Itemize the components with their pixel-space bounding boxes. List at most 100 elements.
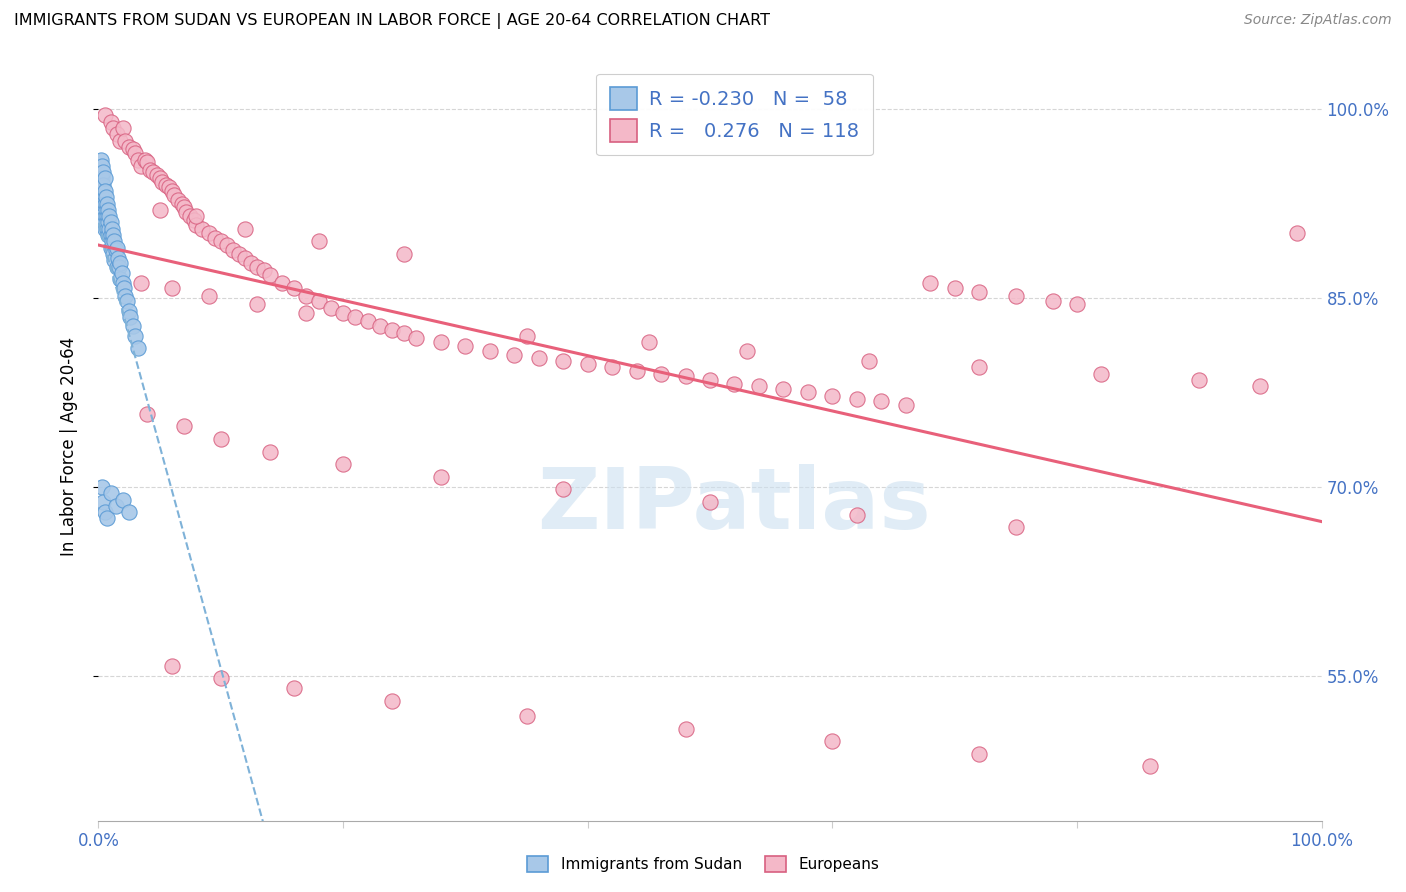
Text: IMMIGRANTS FROM SUDAN VS EUROPEAN IN LABOR FORCE | AGE 20-64 CORRELATION CHART: IMMIGRANTS FROM SUDAN VS EUROPEAN IN LAB…	[14, 13, 770, 29]
Point	[142, 165, 165, 179]
Point	[503, 348, 526, 362]
Point	[176, 205, 198, 219]
Point	[160, 281, 183, 295]
Point	[112, 281, 135, 295]
Point	[93, 108, 115, 122]
Point	[150, 175, 173, 189]
Point	[100, 241, 122, 255]
Point	[209, 235, 232, 249]
Point	[101, 235, 124, 249]
Point	[797, 385, 820, 400]
Point	[252, 263, 274, 277]
Point	[105, 260, 128, 274]
Point	[101, 221, 124, 235]
Point	[259, 268, 281, 283]
Point	[600, 360, 623, 375]
Point	[675, 369, 697, 384]
Point	[845, 392, 868, 406]
Point	[650, 367, 672, 381]
Point	[127, 342, 149, 356]
Point	[1004, 288, 1026, 302]
Point	[308, 235, 330, 249]
Point	[920, 276, 942, 290]
Point	[93, 221, 115, 235]
Point	[97, 228, 120, 243]
Point	[454, 339, 477, 353]
Point	[97, 215, 120, 229]
Point	[283, 281, 305, 295]
Point	[121, 143, 143, 157]
Point	[101, 121, 124, 136]
Point	[101, 247, 124, 261]
Point	[344, 310, 367, 324]
Point	[1188, 373, 1211, 387]
Point	[405, 331, 427, 345]
Text: Source: ZipAtlas.com: Source: ZipAtlas.com	[1244, 13, 1392, 28]
Point	[118, 140, 141, 154]
Point	[100, 215, 122, 229]
Point	[157, 180, 180, 194]
Point	[748, 379, 770, 393]
Point	[723, 376, 745, 391]
Text: ZIPatlas: ZIPatlas	[537, 465, 931, 548]
Point	[118, 303, 141, 318]
Point	[111, 276, 134, 290]
Point	[107, 251, 129, 265]
Point	[173, 419, 195, 434]
Point	[1286, 226, 1309, 240]
Point	[637, 335, 661, 350]
Point	[114, 134, 136, 148]
Point	[735, 343, 758, 358]
Point	[1139, 759, 1161, 773]
Point	[186, 218, 208, 232]
Point	[146, 168, 169, 182]
Point	[149, 171, 172, 186]
Point	[381, 694, 404, 708]
Point	[155, 178, 177, 192]
Point	[108, 260, 131, 274]
Point	[183, 213, 205, 227]
Point	[104, 243, 127, 257]
Point	[332, 306, 354, 320]
Point	[209, 671, 232, 685]
Point	[91, 159, 114, 173]
Point	[967, 747, 990, 761]
Point	[120, 310, 142, 324]
Point	[149, 202, 172, 217]
Point	[197, 288, 219, 302]
Point	[96, 196, 118, 211]
Point	[105, 128, 128, 142]
Point	[967, 285, 990, 299]
Point	[368, 318, 391, 333]
Point	[93, 209, 115, 223]
Point	[295, 306, 318, 320]
Point	[283, 681, 305, 696]
Point	[1090, 367, 1112, 381]
Point	[430, 470, 453, 484]
Point	[90, 153, 112, 167]
Point	[94, 190, 117, 204]
Point	[91, 495, 114, 509]
Point	[93, 505, 115, 519]
Point	[356, 314, 378, 328]
Point	[173, 200, 195, 214]
Point	[121, 318, 143, 333]
Point	[124, 328, 146, 343]
Point	[772, 382, 794, 396]
Point	[430, 335, 453, 350]
Point	[870, 394, 893, 409]
Point	[127, 153, 149, 167]
Point	[134, 153, 156, 167]
Point	[332, 457, 354, 471]
Point	[111, 266, 134, 280]
Point	[215, 238, 238, 252]
Point	[515, 328, 537, 343]
Point	[160, 658, 183, 673]
Point	[233, 251, 256, 265]
Point	[90, 178, 112, 192]
Point	[104, 499, 127, 513]
Point	[845, 508, 868, 522]
Point	[105, 241, 128, 255]
Point	[129, 276, 152, 290]
Point	[97, 202, 120, 217]
